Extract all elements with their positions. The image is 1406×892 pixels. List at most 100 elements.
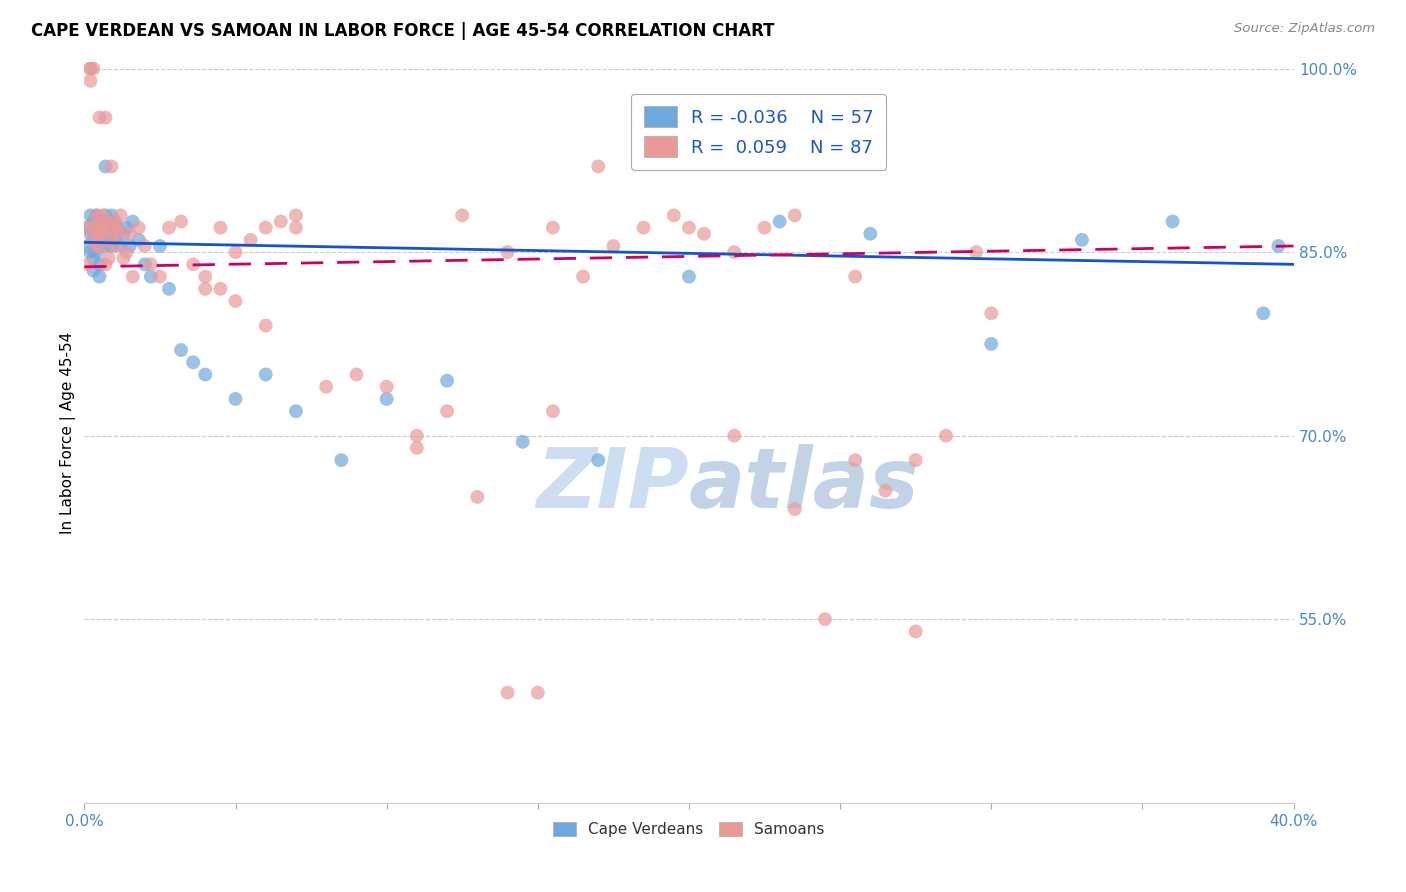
- Point: [121, 214, 143, 228]
- Point: [678, 220, 700, 235]
- Point: [139, 269, 162, 284]
- Point: [170, 343, 193, 357]
- Point: [496, 245, 519, 260]
- Text: Source: ZipAtlas.com: Source: ZipAtlas.com: [1234, 22, 1375, 36]
- Point: [94, 257, 117, 271]
- Point: [82, 62, 104, 76]
- Point: [94, 208, 117, 222]
- Point: [82, 252, 104, 266]
- Point: [149, 269, 172, 284]
- Point: [76, 239, 98, 253]
- Point: [86, 227, 108, 241]
- Point: [76, 257, 98, 271]
- Point: [225, 392, 247, 406]
- Point: [965, 245, 987, 260]
- Point: [541, 404, 564, 418]
- Point: [89, 220, 111, 235]
- Point: [723, 245, 745, 260]
- Point: [662, 208, 685, 222]
- Point: [97, 227, 120, 241]
- Point: [157, 220, 180, 235]
- Point: [89, 220, 111, 235]
- Point: [149, 239, 172, 253]
- Point: [79, 62, 101, 76]
- Point: [86, 208, 108, 222]
- Point: [194, 269, 217, 284]
- Point: [330, 453, 353, 467]
- Point: [1161, 214, 1184, 228]
- Point: [194, 282, 217, 296]
- Point: [118, 239, 141, 253]
- Point: [91, 214, 114, 228]
- Point: [315, 380, 337, 394]
- Point: [91, 227, 114, 241]
- Point: [134, 257, 156, 271]
- Point: [104, 233, 127, 247]
- Point: [139, 257, 162, 271]
- Point: [89, 269, 111, 284]
- Text: CAPE VERDEAN VS SAMOAN IN LABOR FORCE | AGE 45-54 CORRELATION CHART: CAPE VERDEAN VS SAMOAN IN LABOR FORCE | …: [31, 22, 775, 40]
- Point: [104, 239, 127, 253]
- Point: [723, 428, 745, 442]
- Point: [209, 220, 232, 235]
- Point: [110, 208, 132, 222]
- Point: [904, 624, 927, 639]
- Point: [980, 337, 1002, 351]
- Point: [112, 227, 135, 241]
- Point: [225, 294, 247, 309]
- Point: [678, 269, 700, 284]
- Point: [79, 74, 101, 88]
- Point: [270, 214, 292, 228]
- Point: [194, 368, 217, 382]
- Point: [134, 239, 156, 253]
- Point: [467, 490, 489, 504]
- Point: [97, 220, 120, 235]
- Point: [82, 214, 104, 228]
- Point: [115, 220, 138, 235]
- Point: [91, 220, 114, 235]
- Point: [375, 392, 398, 406]
- Point: [375, 380, 398, 394]
- Point: [1253, 306, 1275, 320]
- Point: [588, 160, 610, 174]
- Point: [79, 245, 101, 260]
- Point: [82, 233, 104, 247]
- Point: [209, 282, 232, 296]
- Point: [112, 252, 135, 266]
- Point: [91, 208, 114, 222]
- Point: [86, 227, 108, 241]
- Point: [633, 147, 655, 161]
- Point: [157, 282, 180, 296]
- Legend: Cape Verdeans, Samoans: Cape Verdeans, Samoans: [547, 816, 831, 843]
- Point: [94, 160, 117, 174]
- Point: [170, 214, 193, 228]
- Point: [1071, 233, 1094, 247]
- Point: [86, 208, 108, 222]
- Point: [254, 368, 277, 382]
- Point: [128, 233, 150, 247]
- Point: [602, 239, 624, 253]
- Point: [436, 374, 458, 388]
- Y-axis label: In Labor Force | Age 45-54: In Labor Force | Age 45-54: [60, 332, 76, 533]
- Point: [588, 453, 610, 467]
- Point: [94, 239, 117, 253]
- Point: [76, 220, 98, 235]
- Point: [346, 368, 368, 382]
- Point: [904, 453, 927, 467]
- Point: [693, 227, 716, 241]
- Point: [406, 428, 429, 442]
- Point: [512, 434, 534, 449]
- Point: [844, 269, 866, 284]
- Point: [121, 269, 143, 284]
- Point: [225, 245, 247, 260]
- Text: ZIP: ZIP: [536, 444, 689, 525]
- Point: [436, 404, 458, 418]
- Point: [94, 111, 117, 125]
- Point: [285, 220, 308, 235]
- Point: [239, 233, 262, 247]
- Point: [935, 428, 957, 442]
- Point: [82, 233, 104, 247]
- Point: [285, 208, 308, 222]
- Point: [451, 208, 474, 222]
- Point: [82, 263, 104, 277]
